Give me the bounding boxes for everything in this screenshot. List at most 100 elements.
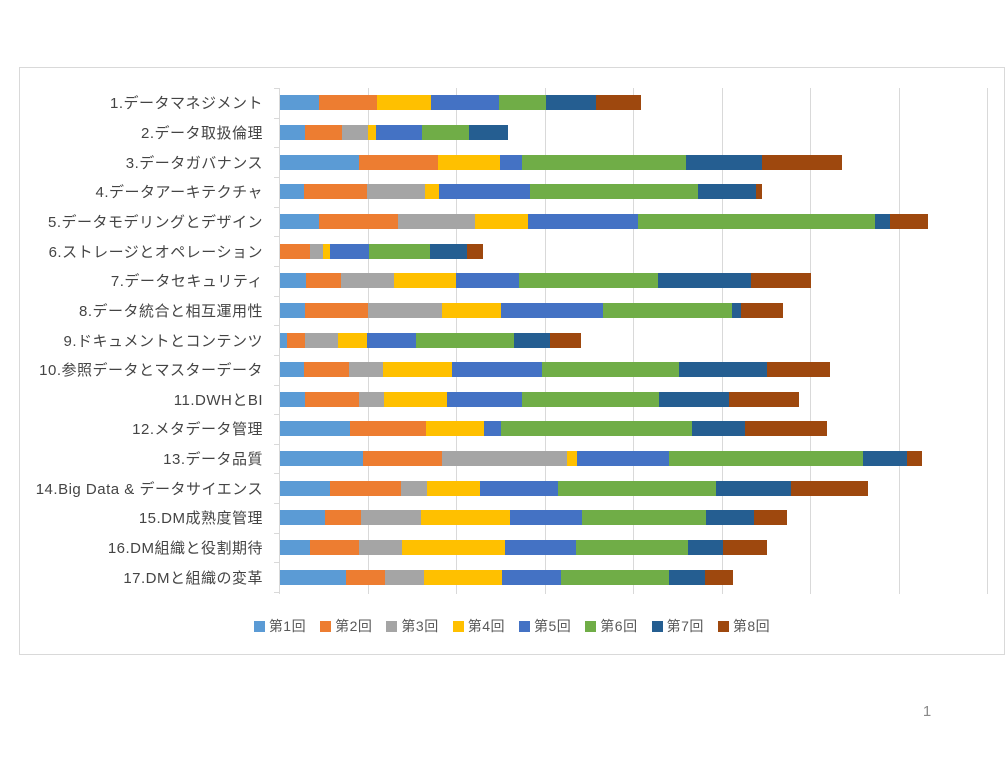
axis-tick — [274, 444, 279, 445]
gridline — [898, 88, 900, 594]
legend-label: 第3回 — [401, 618, 439, 634]
bar-segment-第6回 — [522, 391, 659, 407]
bar-segment-第2回 — [303, 184, 367, 200]
page-number: 1 — [922, 703, 932, 720]
bar-segment-第5回 — [456, 273, 519, 289]
bar-segment-第7回 — [679, 362, 767, 378]
bar-row — [280, 451, 922, 467]
legend-label: 第6回 — [600, 618, 638, 634]
bar-segment-第6回 — [602, 302, 733, 318]
legend-swatch-icon — [386, 620, 398, 632]
bar-segment-第3回 — [441, 451, 567, 467]
bar-segment-第2回 — [358, 154, 439, 170]
legend-item: 第2回 — [320, 616, 372, 636]
category-label: 5.データモデリングとデザイン — [47, 213, 263, 231]
bar-segment-第3回 — [358, 540, 403, 556]
category-label: 17.DMと組織の変革 — [123, 569, 263, 587]
bar-segment-第2回 — [305, 273, 342, 289]
axis-tick — [274, 118, 279, 119]
bar-segment-第2回 — [346, 569, 386, 585]
bar-segment-第7回 — [687, 540, 724, 556]
category-label: 7.データセキュリティ — [110, 273, 263, 291]
axis-tick — [274, 355, 279, 356]
category-label: 6.ストレージとオペレーション — [48, 243, 263, 261]
bar-row — [280, 184, 763, 200]
bar-segment-第3回 — [310, 243, 324, 259]
bar-segment-第6回 — [518, 273, 658, 289]
bar-row — [280, 95, 642, 111]
bar-row — [280, 362, 830, 378]
bar-segment-第8回 — [889, 213, 928, 229]
bar-segment-第8回 — [790, 480, 869, 496]
bar-segment-第1回 — [280, 480, 330, 496]
bar-segment-第1回 — [280, 421, 350, 437]
bar-segment-第7回 — [546, 95, 596, 111]
bar-row — [280, 273, 811, 289]
bar-segment-第6回 — [560, 569, 670, 585]
bar-segment-第4回 — [441, 302, 502, 318]
bar-segment-第7回 — [874, 213, 890, 229]
bar-segment-第5回 — [330, 243, 370, 259]
axis-tick — [274, 503, 279, 504]
bar-segment-第5回 — [504, 540, 576, 556]
gridline — [721, 88, 723, 594]
bar-segment-第4回 — [438, 154, 501, 170]
bar-segment-第6回 — [416, 332, 514, 348]
bar-segment-第2回 — [304, 391, 359, 407]
bar-segment-第2回 — [318, 95, 378, 111]
plot-wrap: 1.データマネジメント 2.データ取扱倫理 3.データガバナンス 4.データアーキテク… — [20, 88, 1004, 594]
bar-segment-第5回 — [447, 391, 523, 407]
bar-segment-第6回 — [498, 95, 547, 111]
bar-segment-第4回 — [566, 451, 578, 467]
legend-label: 第8回 — [732, 618, 771, 634]
category-axis-line — [279, 88, 280, 594]
bar-segment-第3回 — [397, 213, 475, 229]
bar-segment-第3回 — [341, 124, 368, 140]
axis-tick — [274, 177, 279, 178]
bar-segment-第5回 — [577, 451, 670, 467]
bar-segment-第7回 — [697, 184, 757, 200]
category-label: 13.データ品質 — [163, 451, 263, 469]
bar-row — [280, 154, 842, 170]
bar-row — [280, 124, 509, 140]
bar-segment-第5回 — [451, 362, 542, 378]
bar-segment-第1回 — [280, 184, 304, 200]
bar-segment-第5回 — [479, 480, 558, 496]
bar-segment-第8回 — [754, 510, 788, 526]
bar-segment-第1回 — [280, 273, 306, 289]
bar-row — [280, 391, 799, 407]
bar-segment-第4回 — [382, 362, 452, 378]
bar-segment-第6回 — [529, 184, 698, 200]
bar-segment-第7回 — [469, 124, 509, 140]
bar-segment-第6回 — [501, 421, 693, 437]
bar-segment-第7回 — [657, 273, 751, 289]
bar-segment-第7回 — [686, 154, 763, 170]
bar-segment-第8回 — [704, 569, 734, 585]
bar-segment-第8回 — [728, 391, 799, 407]
bar-segment-第1回 — [280, 451, 364, 467]
bar-segment-第2回 — [304, 124, 342, 140]
bar-row — [280, 213, 928, 229]
bar-row — [280, 480, 869, 496]
bar-segment-第2回 — [329, 480, 402, 496]
gridline — [987, 88, 988, 594]
category-label: 4.データアーキテクチャ — [95, 184, 263, 202]
bar-segment-第1回 — [280, 302, 305, 318]
bar-segment-第1回 — [280, 124, 305, 140]
bar-row — [280, 243, 483, 259]
bar-segment-第7回 — [430, 243, 467, 259]
bar-segment-第1回 — [280, 332, 288, 348]
bar-segment-第5回 — [439, 184, 530, 200]
legend-swatch-icon — [585, 620, 597, 632]
bar-segment-第4回 — [394, 273, 457, 289]
bar-row — [280, 510, 788, 526]
bar-segment-第2回 — [318, 213, 398, 229]
legend-label: 第7回 — [666, 618, 704, 634]
bar-segment-第3回 — [358, 391, 384, 407]
bar-segment-第8回 — [756, 184, 763, 200]
axis-tick — [274, 207, 279, 208]
category-label: 15.DM成熟度管理 — [138, 510, 263, 528]
bar-segment-第3回 — [341, 273, 395, 289]
axis-tick — [274, 592, 279, 593]
gridline — [633, 88, 634, 594]
